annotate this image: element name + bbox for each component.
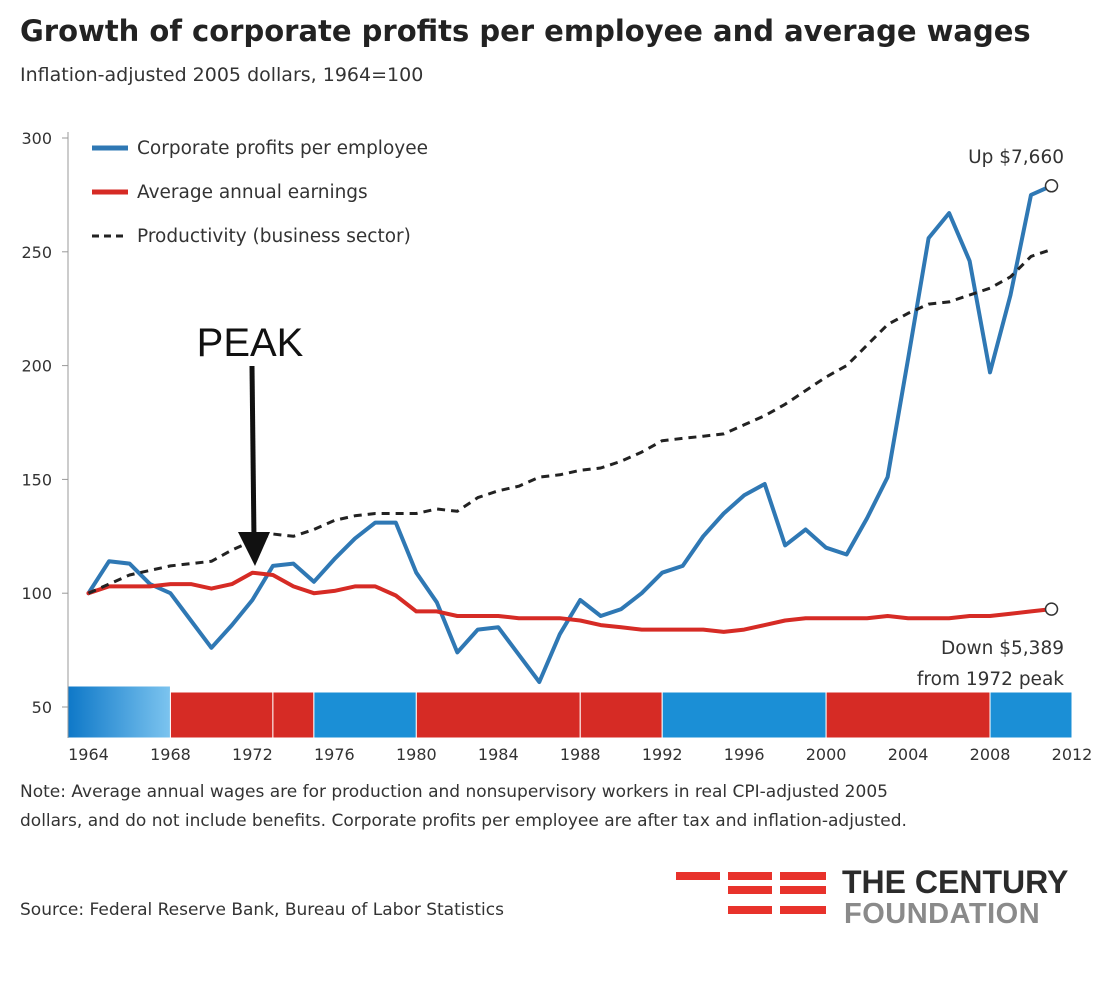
x-tick-label: 1996 (724, 745, 765, 764)
note-line-2: dollars, and do not include benefits. Co… (20, 811, 907, 831)
x-tick-label: 1992 (642, 745, 683, 764)
annotation-peak: PEAK (197, 321, 304, 365)
annotation-down-peak: from 1972 peak (917, 669, 1064, 690)
series-line-3 (87, 248, 1052, 595)
peak-arrow-head (238, 532, 270, 566)
period-segment (313, 691, 417, 739)
period-segment (169, 691, 274, 739)
y-tick-label: 50 (32, 698, 52, 717)
x-tick-label: 1980 (396, 745, 437, 764)
logo-line-1: THE CENTURY (842, 864, 1069, 900)
x-tick-label: 2012 (1052, 745, 1093, 764)
legend-label-3: Productivity (business sector) (137, 226, 411, 247)
y-tick-label: 150 (21, 470, 52, 489)
period-segment (272, 691, 315, 739)
peak-arrow-shaft (249, 365, 257, 541)
x-tick-label: 1972 (232, 745, 273, 764)
line-chart: 50 100 150 200 250 300 1964 1968 1972 1976 1980 198… (21, 129, 1093, 764)
annotation-up: Up $7,660 (968, 147, 1064, 168)
earnings-end-marker (1044, 602, 1059, 616)
period-segment (661, 691, 827, 739)
century-foundation-logo: THE CENTURY FOUNDATION (676, 862, 1086, 932)
series-line-2 (86, 570, 1054, 634)
x-tick-label: 1968 (150, 745, 191, 764)
x-tick-label: 1988 (560, 745, 601, 764)
y-tick-label: 100 (21, 584, 52, 603)
period-segment (579, 691, 663, 739)
x-tick-label: 2004 (888, 745, 929, 764)
x-tick-label: 2000 (806, 745, 847, 764)
chart-source: Source: Federal Reserve Bank, Bureau of … (20, 900, 504, 920)
series-line-1 (86, 183, 1054, 684)
logo-line-2: FOUNDATION (844, 898, 1041, 930)
chart-subtitle: Inflation-adjusted 2005 dollars, 1964=10… (20, 64, 424, 86)
x-tick-label: 2008 (970, 745, 1011, 764)
chart-title: Growth of corporate profits per employee… (20, 14, 1031, 48)
y-tick-label: 200 (21, 357, 52, 376)
note-line-1: Note: Average annual wages are for produ… (20, 782, 888, 802)
period-segment (825, 691, 991, 739)
x-tick-label: 1976 (314, 745, 355, 764)
chart-note: Note: Average annual wages are for produ… (20, 778, 1080, 836)
profits-end-marker (1044, 179, 1059, 193)
y-tick-label: 300 (21, 129, 52, 148)
period-segment (989, 691, 1073, 739)
period-segment (67, 685, 171, 739)
period-segment (415, 691, 581, 739)
annotation-down: Down $5,389 (941, 638, 1064, 659)
x-tick-label: 1964 (68, 745, 109, 764)
x-tick-label: 1984 (478, 745, 519, 764)
legend-label-2: Average annual earnings (137, 182, 368, 203)
legend-label-1: Corporate profits per employee (137, 138, 428, 159)
y-tick-label: 250 (21, 243, 52, 262)
